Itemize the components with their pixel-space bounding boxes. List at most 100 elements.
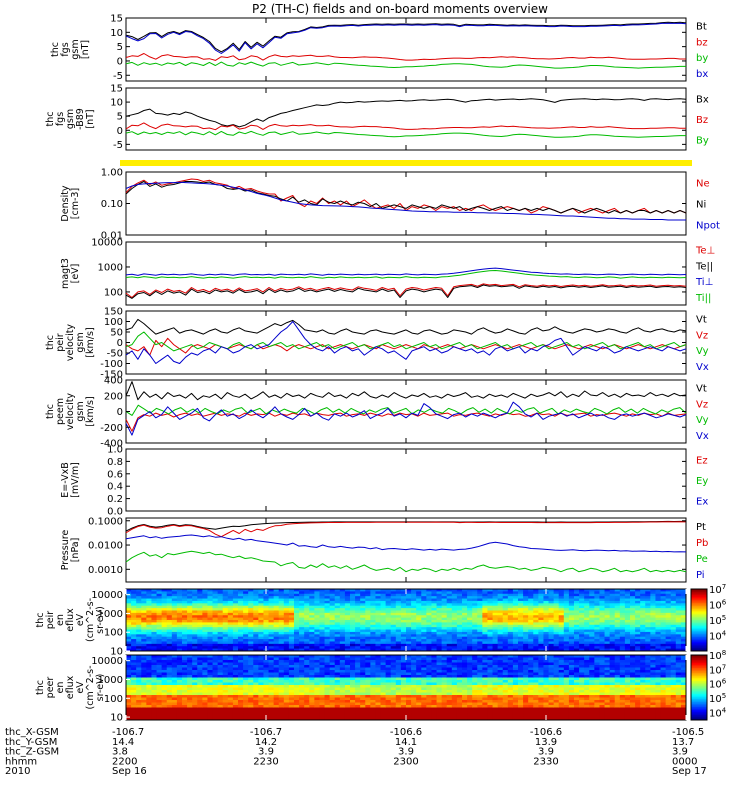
spectrogram-cell <box>665 643 672 647</box>
spectrogram-cell <box>675 615 682 619</box>
spectrogram-cell <box>263 660 269 663</box>
spectrogram-cell <box>395 612 402 616</box>
spectrogram-cell <box>370 624 376 628</box>
spectrogram-cell <box>456 692 463 696</box>
spectrogram-cell <box>604 634 611 638</box>
spectrogram-cell <box>497 612 504 616</box>
spectrogram-cell <box>365 643 371 647</box>
spectrogram-cell <box>161 655 168 658</box>
spectrogram-cell <box>558 600 565 604</box>
spectrogram-cell <box>467 643 473 647</box>
spectrogram-cell <box>558 627 565 630</box>
spectrogram-cell <box>599 617 605 621</box>
spectrogram-cell <box>319 682 325 686</box>
spectrogram-cell <box>182 717 188 721</box>
spectrogram-cell <box>294 636 300 640</box>
spectrogram-cell <box>182 687 188 691</box>
spectrogram-cell <box>512 629 519 633</box>
spectrogram-cell <box>619 600 626 604</box>
spectrogram-cell <box>151 624 157 628</box>
spectrogram-cell <box>518 622 524 626</box>
spectrogram-cell <box>350 596 356 599</box>
spectrogram-cell <box>370 629 376 633</box>
spectrogram-cell <box>171 591 178 595</box>
spectrogram-cell <box>507 603 514 607</box>
spectrogram-cell <box>360 675 366 678</box>
spectrogram-cell <box>462 670 468 673</box>
spectrogram-cell <box>258 636 264 640</box>
spectrogram-cell <box>344 598 351 602</box>
spectrogram-cell <box>294 710 300 713</box>
spectrogram-cell <box>161 600 168 604</box>
spectrogram-cell <box>431 705 437 708</box>
spectrogram-cell <box>197 660 203 663</box>
spectrogram-cell <box>131 598 137 602</box>
spectrogram-cell <box>197 710 203 713</box>
spectrogram-cell <box>294 707 300 711</box>
spectrogram-cell <box>187 687 193 691</box>
spectrogram-cell <box>294 593 300 597</box>
spectrogram-cell <box>263 608 269 611</box>
spectrogram-cell <box>390 636 397 640</box>
spectrogram-cell <box>207 589 213 592</box>
spectrogram-cell <box>456 622 463 626</box>
spectrogram-cell <box>680 641 687 645</box>
spectrogram-cell <box>426 692 432 696</box>
spectrogram-cell <box>467 639 473 642</box>
spectrogram-cell <box>339 697 346 701</box>
spectrogram-cell <box>436 631 443 635</box>
spectrogram-cell <box>182 692 188 696</box>
spectrogram-cell <box>614 600 621 604</box>
spectrogram-cell <box>456 662 463 666</box>
spectrogram-cell <box>472 634 478 638</box>
spectrogram-cell <box>334 675 341 678</box>
spectrogram-cell <box>665 634 672 638</box>
spectrogram-cell <box>441 695 448 698</box>
spectrogram-cell <box>385 603 392 607</box>
spectrogram-cell <box>609 620 616 623</box>
spectrogram-cell <box>339 660 346 663</box>
spectrogram-cell <box>411 715 417 718</box>
spectrogram-cell <box>232 712 239 716</box>
spectrogram-cell <box>126 667 132 671</box>
spectrogram-cell <box>314 690 320 693</box>
spectrogram-cell <box>243 677 249 681</box>
spectrogram-cell <box>655 641 661 645</box>
spectrogram-cell <box>278 697 285 701</box>
spectrogram-cell <box>227 629 234 633</box>
y-axis-label-temperature: magt3 [eV] <box>60 258 81 289</box>
spectrogram-cell <box>614 591 621 595</box>
spectrogram-cell <box>258 677 264 681</box>
spectrogram-cell <box>334 672 341 676</box>
y-tick-label: 5 <box>117 112 123 123</box>
spectrogram-cell <box>339 662 346 666</box>
spectrogram-cell <box>492 603 499 607</box>
spectrogram-cell <box>187 608 193 611</box>
spectrogram-cell <box>599 631 605 635</box>
spectrogram-cell <box>400 643 407 647</box>
series-peir_velocity-Vt <box>125 318 687 335</box>
spectrogram-cell <box>126 624 132 628</box>
spectrogram-cell <box>594 629 600 633</box>
spectrogram-cell <box>630 605 636 609</box>
spectrogram-cell <box>548 627 555 630</box>
spectrogram-cell <box>568 634 575 638</box>
spectrogram-cell <box>665 629 672 633</box>
spectrogram-cell <box>400 591 407 595</box>
spectrogram-cell <box>507 622 514 626</box>
spectrogram-cell <box>207 717 213 721</box>
spectrogram-cell <box>258 695 264 698</box>
spectrogram-cell <box>462 655 468 658</box>
colorbar-segment <box>691 606 707 609</box>
spectrogram-cell <box>360 600 366 604</box>
spectrogram-cell <box>421 629 427 633</box>
spectrogram-cell <box>278 608 285 611</box>
spectrogram-cell <box>436 687 443 691</box>
spectrogram-cell <box>217 702 224 706</box>
spectrogram-cell <box>380 692 387 696</box>
spectrogram-cell <box>594 636 600 640</box>
spectrogram-cell <box>660 603 667 607</box>
spectrogram-cell <box>492 612 499 616</box>
spectrogram-cell <box>288 648 295 652</box>
spectrogram-cell <box>202 660 208 663</box>
